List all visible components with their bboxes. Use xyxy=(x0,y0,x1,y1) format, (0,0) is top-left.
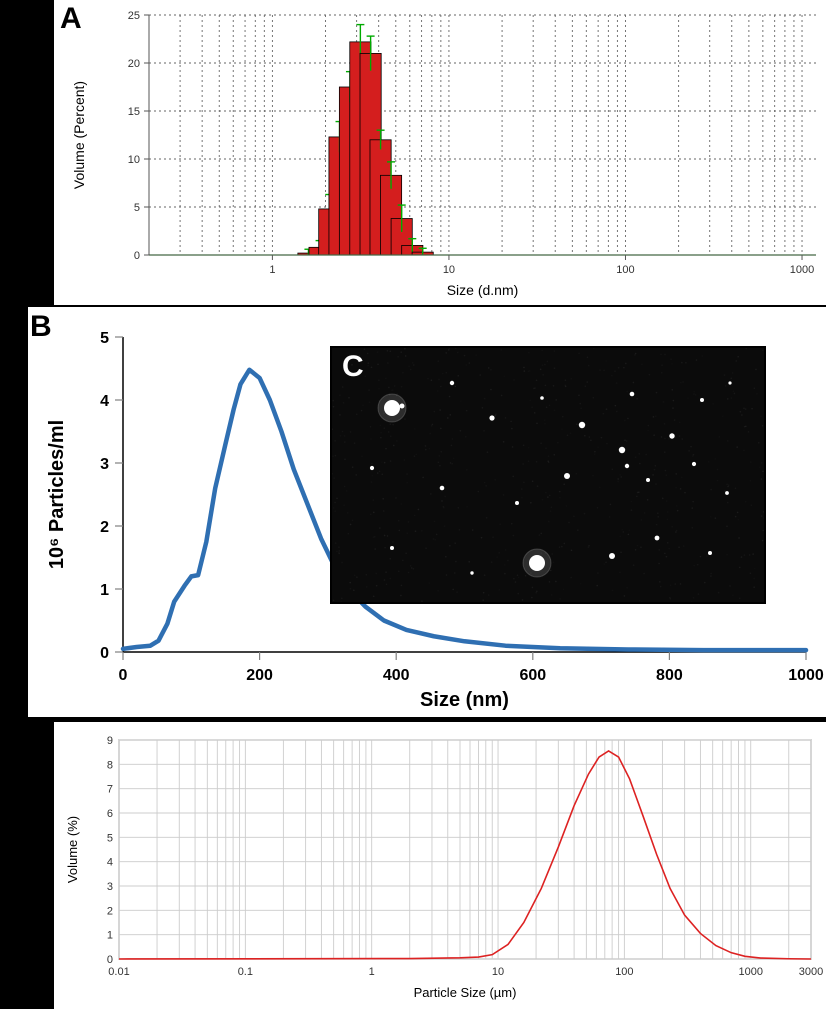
svg-text:3000: 3000 xyxy=(799,966,823,978)
panel-c-inset-image xyxy=(330,346,766,604)
svg-text:15: 15 xyxy=(128,106,140,118)
svg-text:9: 9 xyxy=(107,735,113,747)
svg-text:400: 400 xyxy=(383,667,410,684)
panel-c-svg xyxy=(332,348,766,604)
panel-a-chart: 0 5 10 15 20 25 1 10 100 1000 Volume (Percent) Size… xyxy=(54,0,826,305)
svg-text:600: 600 xyxy=(519,667,546,684)
panel-label-c: C xyxy=(342,350,364,384)
svg-text:2: 2 xyxy=(100,519,109,536)
svg-text:5: 5 xyxy=(134,202,140,214)
svg-text:0.01: 0.01 xyxy=(108,966,129,978)
svg-text:3: 3 xyxy=(100,456,109,473)
figure-stage: 05101520251101001000Volume (Percent)Size… xyxy=(0,0,826,1009)
svg-text:0.1: 0.1 xyxy=(238,966,253,978)
svg-text:6: 6 xyxy=(107,808,113,820)
svg-text:1: 1 xyxy=(100,582,109,599)
panel-d-chart: 0 1 2 3 4 5 6 7 8 9 0.01 0.1 1 10 100 1000 3000 Volume (%… xyxy=(54,722,826,1009)
svg-text:5: 5 xyxy=(100,330,109,347)
panel-label-b: B xyxy=(30,310,52,344)
svg-text:Size (nm): Size (nm) xyxy=(420,689,509,711)
panel-label-a: A xyxy=(60,2,82,36)
svg-text:10: 10 xyxy=(443,264,455,276)
svg-text:100: 100 xyxy=(615,966,633,978)
svg-text:2: 2 xyxy=(107,905,113,917)
svg-text:3: 3 xyxy=(107,881,113,893)
svg-text:25: 25 xyxy=(128,10,140,22)
svg-text:8: 8 xyxy=(107,759,113,771)
svg-text:0: 0 xyxy=(134,250,140,262)
svg-text:Volume (%): Volume (%) xyxy=(65,816,80,883)
svg-text:0: 0 xyxy=(119,667,128,684)
svg-text:1000: 1000 xyxy=(790,264,814,276)
svg-text:5: 5 xyxy=(107,832,113,844)
svg-text:20: 20 xyxy=(128,58,140,70)
panel-a-svg: 0 5 10 15 20 25 1 10 100 1000 Volume (Percent) Size… xyxy=(54,0,826,305)
svg-text:800: 800 xyxy=(656,667,683,684)
svg-text:10: 10 xyxy=(128,154,140,166)
svg-text:Volume (Percent): Volume (Percent) xyxy=(71,81,87,189)
svg-text:1: 1 xyxy=(269,264,275,276)
svg-text:1000: 1000 xyxy=(788,667,824,684)
svg-text:200: 200 xyxy=(246,667,273,684)
svg-text:1: 1 xyxy=(369,966,375,978)
panel-d-svg: 0 1 2 3 4 5 6 7 8 9 0.01 0.1 1 10 100 1000 3000 Volume (%… xyxy=(54,722,826,1009)
svg-text:10: 10 xyxy=(492,966,504,978)
svg-text:4: 4 xyxy=(100,393,109,410)
svg-text:1000: 1000 xyxy=(738,966,762,978)
svg-text:10⁶ Particles/ml: 10⁶ Particles/ml xyxy=(46,420,68,569)
svg-text:Particle Size (µm): Particle Size (µm) xyxy=(414,985,517,1000)
svg-text:1: 1 xyxy=(107,930,113,942)
svg-text:0: 0 xyxy=(100,645,109,662)
svg-text:4: 4 xyxy=(107,857,113,869)
svg-text:7: 7 xyxy=(107,784,113,796)
svg-text:Size (d.nm): Size (d.nm) xyxy=(447,282,519,298)
svg-text:100: 100 xyxy=(616,264,634,276)
svg-text:0: 0 xyxy=(107,954,113,966)
